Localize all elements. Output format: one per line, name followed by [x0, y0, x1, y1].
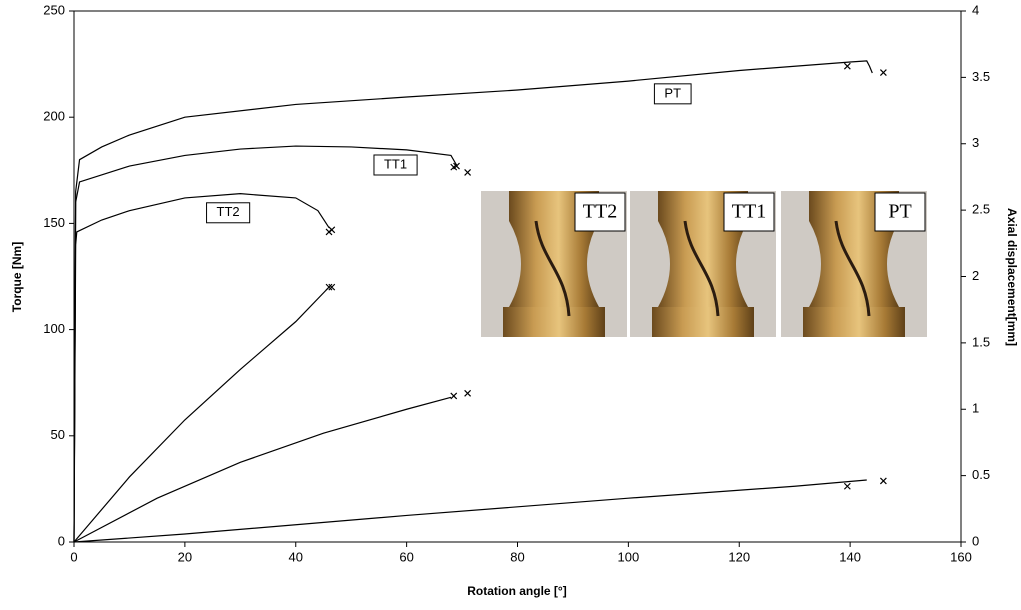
specimen-bottom: [803, 307, 905, 337]
x-marker-stroke: [465, 169, 471, 175]
x-tick-label: 60: [399, 549, 413, 564]
x-marker-stroke: [329, 227, 335, 233]
x-marker-stroke: [880, 478, 886, 484]
y2-tick-label: 1: [972, 401, 979, 416]
x-tick-label: 140: [839, 549, 861, 564]
chart: Rotation angle [°] Torque [Nm] Axial dis…: [0, 0, 1021, 605]
data-line: [74, 397, 451, 542]
x-tick-label: 80: [510, 549, 524, 564]
y2-tick-label: 0: [972, 533, 979, 548]
x-tick-label: 120: [728, 549, 750, 564]
specimen-neck: [509, 221, 599, 307]
data-line: [74, 480, 867, 542]
y-tick-label: 250: [43, 2, 65, 17]
y-tick-label: 0: [58, 533, 65, 548]
specimen-bottom: [652, 307, 754, 337]
x-tick-label: 160: [950, 549, 972, 564]
x-marker: [465, 390, 471, 396]
x-marker-stroke: [451, 393, 457, 399]
x-marker: [451, 393, 457, 399]
x-marker: [844, 483, 850, 489]
x-marker-stroke: [844, 483, 850, 489]
y2-tick-label: 4: [972, 2, 979, 17]
annotation-label: TT1: [384, 156, 407, 171]
y-tick-label: 100: [43, 321, 65, 336]
x-tick-label: 40: [289, 549, 303, 564]
y2-tick-label: 1.5: [972, 334, 990, 349]
data-line: [74, 287, 329, 542]
y-axis-label: Torque [Nm]: [10, 242, 24, 312]
y-tick-label: 200: [43, 109, 65, 124]
y2-axis-label: Axial displacement[mm]: [1005, 208, 1019, 346]
photo-label: TT2: [583, 201, 617, 223]
x-tick-label: 20: [178, 549, 192, 564]
x-marker-stroke: [465, 390, 471, 396]
y2-tick-label: 3: [972, 135, 979, 150]
x-marker: [880, 70, 886, 76]
x-axis-label: Rotation angle [°]: [467, 584, 566, 598]
specimen-bottom: [503, 307, 605, 337]
x-marker: [844, 63, 850, 69]
data-line: [74, 146, 457, 542]
y-tick-label: 50: [51, 427, 65, 442]
photo-label: PT: [888, 201, 911, 223]
x-marker: [465, 169, 471, 175]
y2-tick-label: 0.5: [972, 467, 990, 482]
x-tick-label: 100: [618, 549, 640, 564]
annotation-label: PT: [664, 85, 681, 100]
x-marker: [880, 478, 886, 484]
x-marker-stroke: [880, 70, 886, 76]
y2-tick-label: 3.5: [972, 69, 990, 84]
specimen-neck: [809, 221, 899, 307]
y-tick-label: 150: [43, 215, 65, 230]
x-tick-label: 0: [70, 549, 77, 564]
x-marker: [329, 227, 335, 233]
photo-label: TT1: [732, 201, 766, 223]
y2-tick-label: 2.5: [972, 202, 990, 217]
annotation-label: TT2: [217, 204, 240, 219]
data-line: [74, 194, 329, 542]
y2-tick-label: 2: [972, 268, 979, 283]
specimen-neck: [658, 221, 748, 307]
x-marker-stroke: [844, 63, 850, 69]
